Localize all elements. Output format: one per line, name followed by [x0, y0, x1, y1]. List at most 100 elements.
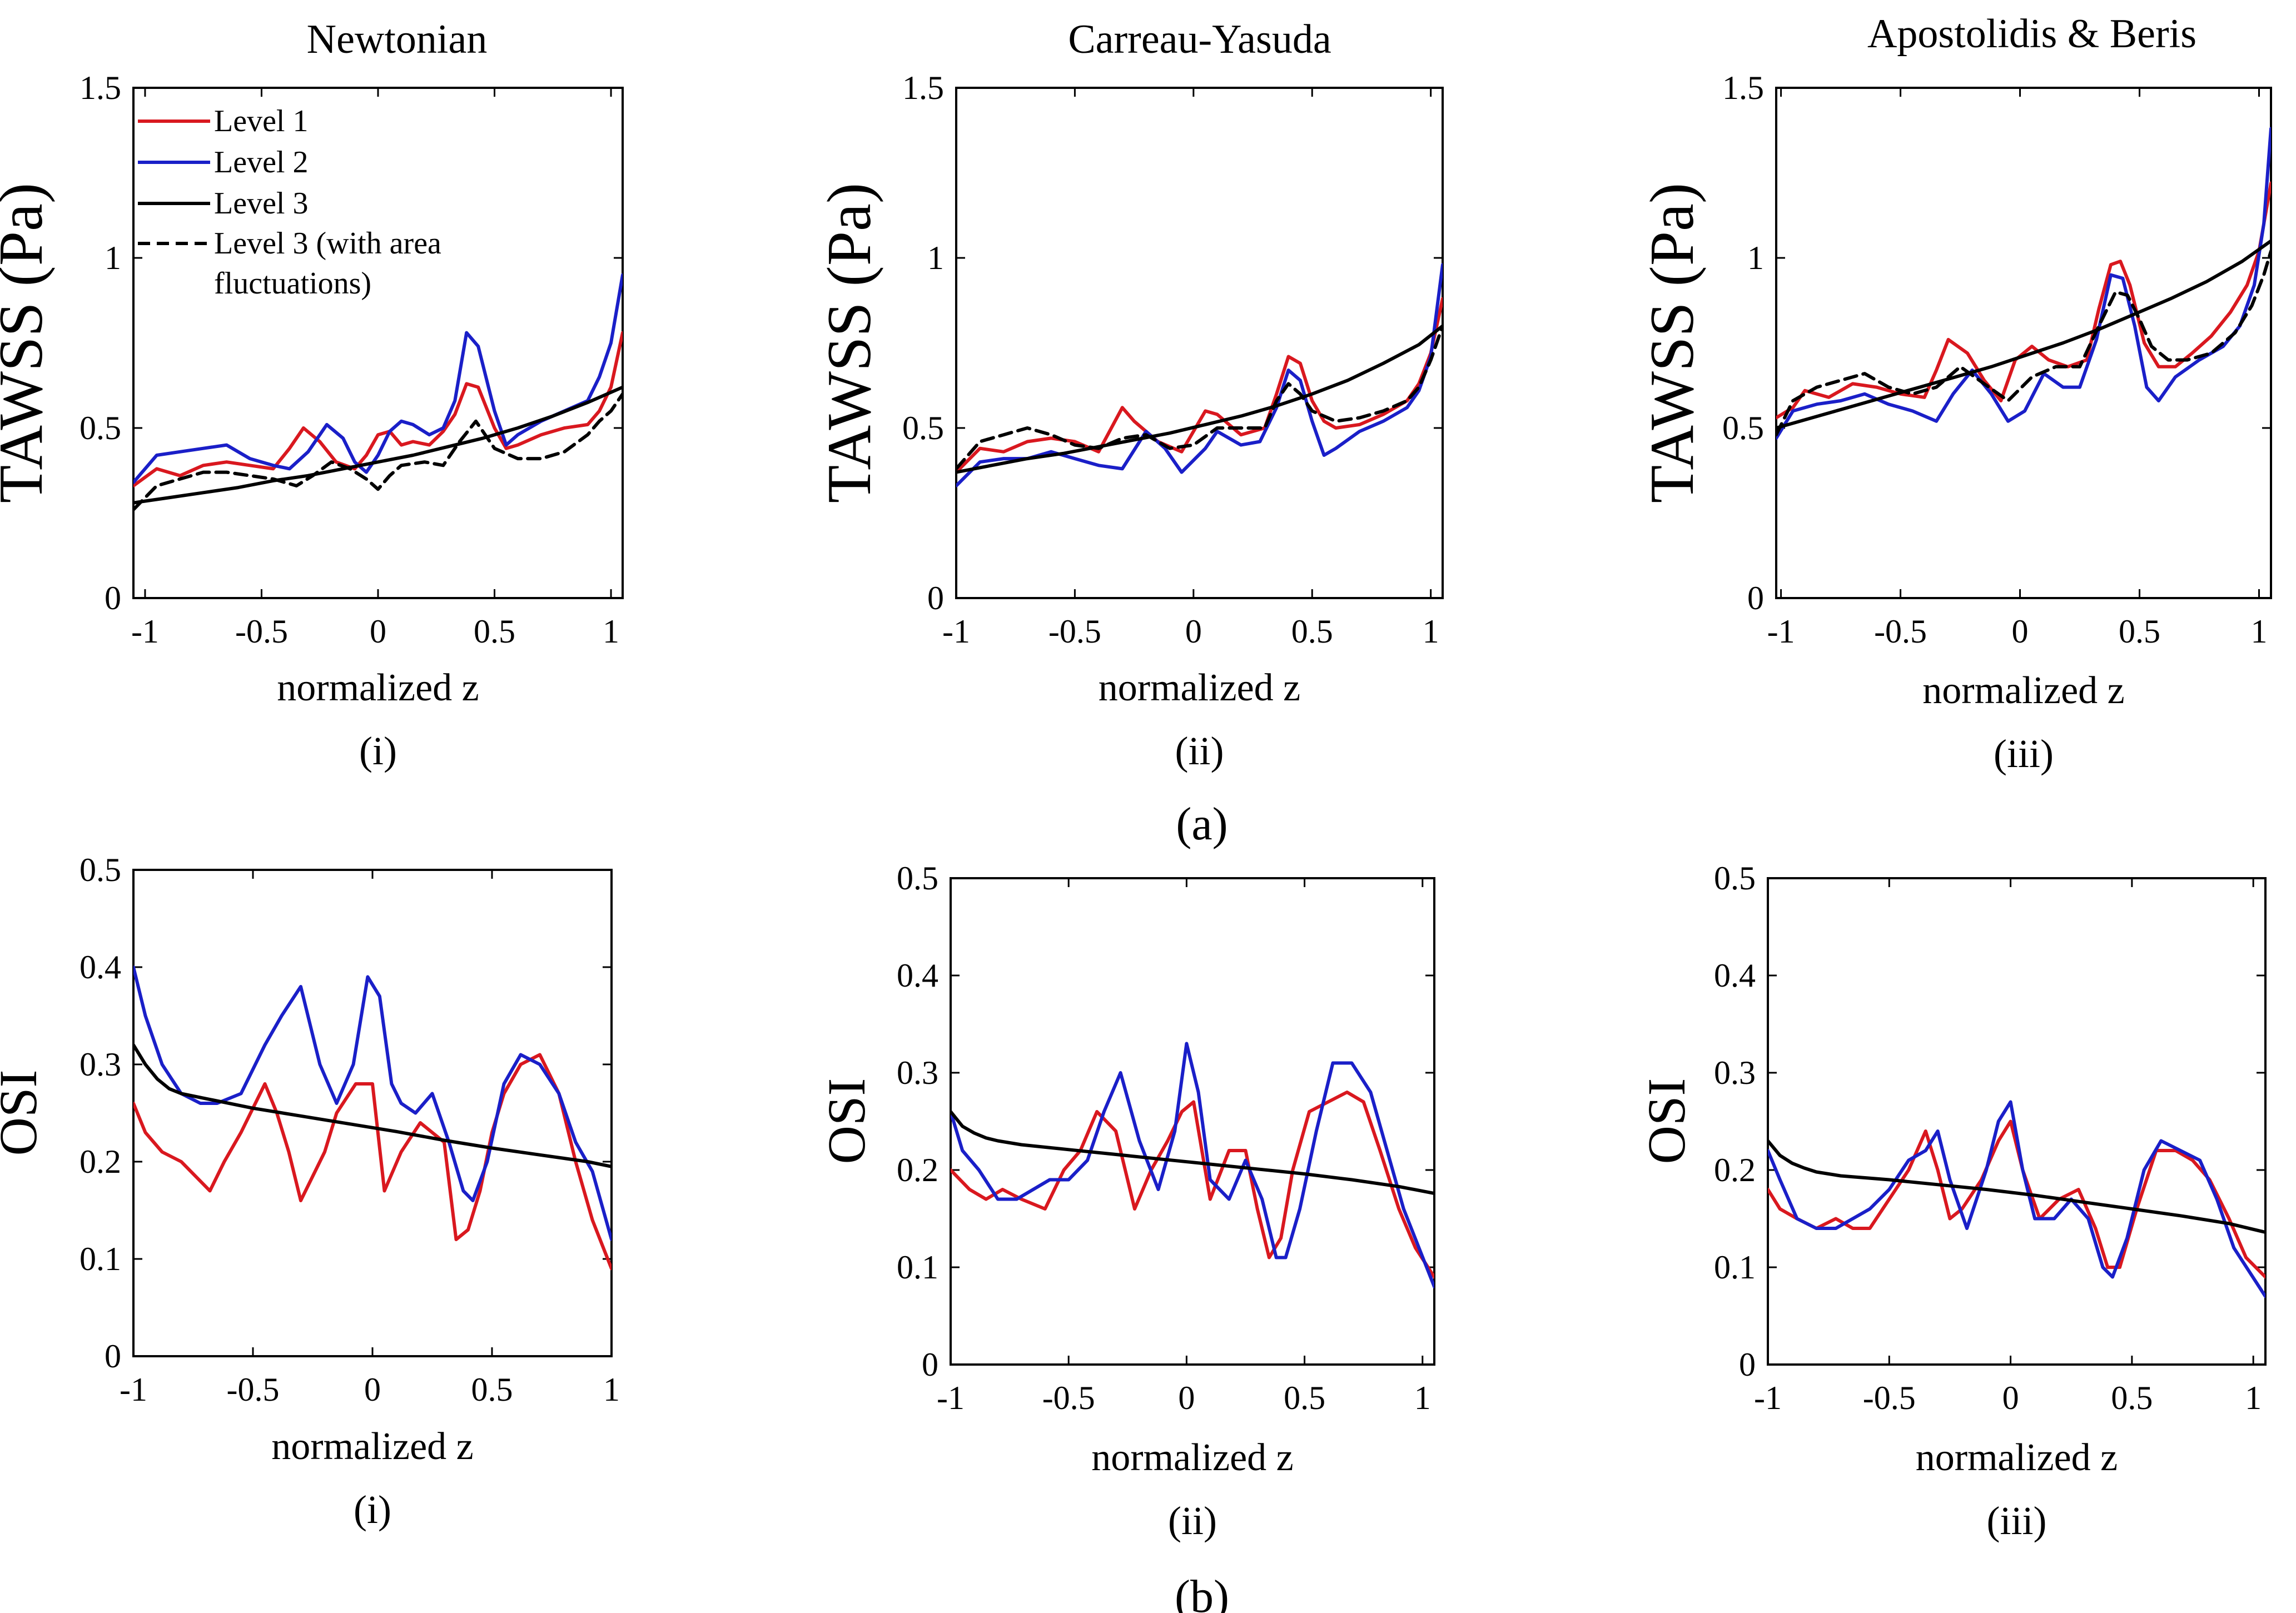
series-line-level-3 — [133, 385, 623, 505]
charts-group: -1 -0.5 0 0.5 1 0 0.5 1 1.5 Newtonian normalized z… — [0, 11, 2272, 1543]
panel-label: (i) — [354, 1487, 391, 1532]
legend-label: Level 2 — [214, 145, 308, 180]
series-line-level-2 — [951, 1042, 1434, 1288]
x-tick-label: 0.5 — [474, 613, 515, 650]
plot-frame — [1767, 877, 2267, 1366]
y-axis-label: TAWSS (Pa) — [1638, 183, 1707, 503]
x-tick-label: 0.5 — [471, 1371, 513, 1408]
panel-label: (iii) — [1987, 1499, 2047, 1543]
y-tick-label: 0.4 — [1714, 957, 1756, 994]
series-line-level-3 — [133, 1043, 612, 1168]
series-line-level-3 — [951, 1110, 1434, 1195]
series-line-level-3-with-area-fluctuations — [1776, 249, 2271, 437]
chart-b-0: -1 -0.5 0 0.5 1 0 0.1 0.2 0.3 0.4 0.5 normalized z O… — [0, 852, 620, 1532]
legend-label-continued: fluctuations) — [214, 266, 371, 301]
series-line-level-2 — [956, 263, 1443, 487]
x-tick-label: 0.5 — [2111, 1380, 2153, 1416]
series-line-level-1 — [956, 297, 1443, 474]
y-tick-label: 0 — [1739, 1346, 1756, 1383]
y-tick-label: 0 — [922, 1346, 938, 1383]
y-tick-label: 0.1 — [897, 1249, 938, 1286]
x-axis-label: normalized z — [277, 666, 479, 709]
plot-frame — [132, 87, 624, 599]
y-tick-label: 0 — [927, 580, 944, 616]
series-line-level-2 — [1776, 127, 2271, 440]
series-group — [133, 273, 623, 511]
chart-title: Carreau-Yasuda — [1068, 17, 1331, 62]
y-tick-label: 0 — [105, 1338, 121, 1375]
series-line-level-1 — [1768, 1119, 2265, 1279]
chart-a-2: -1 -0.5 0 0.5 1 0 0.5 1 1.5 Apostolidis & Beris no… — [1638, 11, 2272, 776]
series-group — [951, 1042, 1434, 1288]
x-tick-label: -0.5 — [1874, 613, 1927, 650]
chart-title: Newtonian — [307, 17, 488, 62]
x-axis-label: normalized z — [1091, 1436, 1293, 1479]
y-tick-label: 0.4 — [79, 949, 121, 985]
x-tick-label: -1 — [1754, 1380, 1782, 1416]
x-tick-label: 0.5 — [1284, 1380, 1325, 1416]
chart-b-2: -1 -0.5 0 0.5 1 0 0.1 0.2 0.3 0.4 0.5 normalized z O… — [1637, 860, 2267, 1543]
y-tick-label: 0.5 — [79, 852, 121, 888]
x-tick-label: 1 — [2251, 613, 2268, 650]
x-tick-label: 1 — [1423, 613, 1439, 650]
x-tick-label: 0 — [2012, 613, 2029, 650]
series-line-level-1 — [1776, 181, 2271, 420]
y-axis-label: OSI — [0, 1070, 48, 1156]
x-tick-label: -0.5 — [1048, 613, 1101, 650]
row-b-label: (b) — [1175, 1571, 1229, 1613]
y-axis-label: TAWSS (Pa) — [0, 183, 56, 503]
y-tick-label: 1.5 — [1722, 69, 1764, 106]
row-a-label: (a) — [1176, 798, 1227, 850]
plot-frame — [132, 869, 613, 1357]
chart-a-1: -1 -0.5 0 0.5 1 0 0.5 1 1.5 Carreau-Yasuda normali… — [815, 17, 1444, 773]
y-axis-label: TAWSS (Pa) — [815, 183, 884, 503]
y-tick-label: 0.3 — [897, 1054, 938, 1091]
series-group — [1776, 127, 2271, 440]
series-group — [956, 263, 1443, 487]
y-tick-label: 1 — [1747, 240, 1764, 276]
x-tick-label: -1 — [131, 613, 159, 650]
y-tick-label: 0.5 — [1714, 860, 1756, 897]
legend: Level 1 Level 2 Level 3 Level 3 (with area f… — [138, 104, 441, 301]
x-tick-label: 0 — [364, 1371, 381, 1408]
y-tick-label: 0.3 — [1714, 1054, 1756, 1091]
y-tick-label: 1.5 — [902, 69, 944, 106]
y-tick-label: 0.4 — [897, 957, 938, 994]
legend-label: Level 1 — [214, 104, 308, 138]
series-line-level-3 — [1768, 1139, 2265, 1234]
x-tick-label: 0 — [1185, 613, 1202, 650]
y-tick-label: 1 — [927, 240, 944, 276]
x-tick-label: -1 — [942, 613, 970, 650]
series-group — [1768, 1100, 2265, 1298]
y-tick-label: 0.2 — [79, 1143, 121, 1180]
y-tick-label: 0.2 — [1714, 1152, 1756, 1188]
x-axis-label: normalized z — [1916, 1436, 2118, 1479]
panel-label: (ii) — [1168, 1499, 1217, 1543]
series-group — [133, 965, 612, 1271]
y-tick-label: 0 — [1747, 580, 1764, 616]
series-line-level-1 — [133, 1053, 612, 1271]
chart-title: Apostolidis & Beris — [1867, 11, 2196, 57]
x-tick-label: 1 — [603, 613, 619, 650]
x-tick-label: 1 — [603, 1371, 620, 1408]
y-tick-label: 0 — [105, 580, 121, 616]
x-tick-label: 0.5 — [1291, 613, 1333, 650]
y-axis-label: OSI — [1637, 1078, 1696, 1164]
y-tick-label: 0.3 — [79, 1046, 121, 1083]
series-line-level-1 — [133, 331, 623, 487]
legend-label: Level 3 — [214, 186, 308, 221]
x-axis-label: normalized z — [1099, 666, 1300, 709]
y-tick-label: 1.5 — [79, 69, 121, 106]
y-axis-label: OSI — [817, 1078, 876, 1164]
panel-label: (i) — [359, 729, 397, 773]
y-tick-label: 0.5 — [902, 410, 944, 446]
y-tick-label: 0.5 — [79, 410, 121, 446]
y-tick-label: 0.1 — [79, 1241, 121, 1277]
plot-frame — [950, 877, 1435, 1366]
x-tick-label: 1 — [2245, 1380, 2262, 1416]
series-line-level-3-with-area-fluctuations — [956, 324, 1443, 471]
series-line-level-3 — [956, 324, 1443, 474]
chart-a-0: -1 -0.5 0 0.5 1 0 0.5 1 1.5 Newtonian normalized z… — [0, 17, 624, 773]
series-line-level-2 — [1768, 1100, 2265, 1298]
